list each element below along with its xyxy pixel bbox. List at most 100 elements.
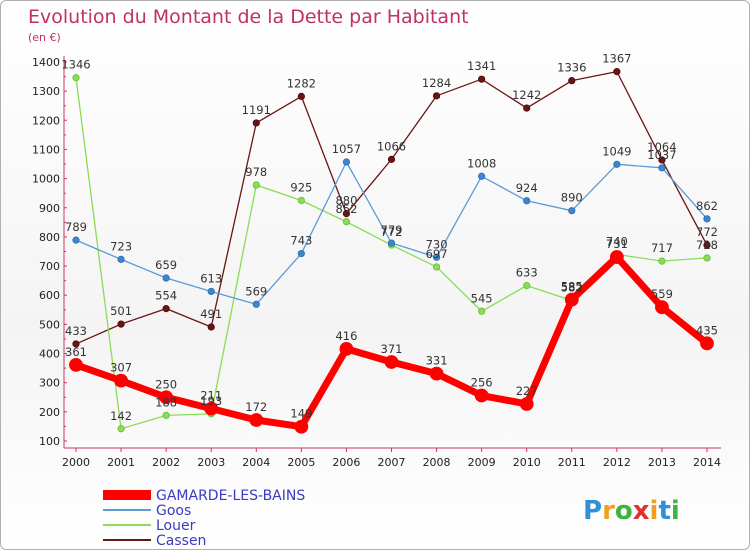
x-tick-label: 2000: [62, 456, 90, 469]
data-point-louer: [658, 257, 666, 265]
data-label-cassen: 1066: [377, 139, 406, 153]
data-point-louer: [703, 254, 711, 262]
data-label-gamarde-les-bains: 559: [651, 287, 673, 301]
data-label-cassen: 1341: [467, 59, 496, 73]
data-label-louer: 728: [696, 238, 718, 252]
data-label-goos: 789: [65, 220, 87, 234]
data-label-goos: 659: [155, 258, 177, 272]
y-tick-label: 1000: [32, 173, 60, 186]
y-tick-label: 1100: [32, 143, 60, 156]
data-point-cassen: [117, 320, 125, 328]
y-tick-label: 100: [39, 435, 60, 448]
series-points: [69, 68, 714, 434]
data-point-goos: [568, 207, 576, 215]
data-label-goos: 723: [110, 239, 132, 253]
data-point-louer: [297, 196, 305, 205]
x-tick-label: 2005: [287, 456, 315, 469]
data-point-gamarde-les-bains: [655, 300, 669, 315]
data-label-louer: 772: [381, 225, 403, 239]
data-point-cassen: [387, 155, 396, 163]
y-tick-label: 200: [39, 406, 60, 419]
data-label-louer: 142: [110, 409, 132, 423]
x-tick-label: 2009: [468, 456, 496, 469]
data-point-gamarde-les-bains: [249, 413, 264, 427]
data-label-cassen: 491: [200, 307, 222, 321]
x-tick-label: 2003: [197, 456, 225, 469]
data-point-louer: [252, 181, 260, 189]
y-tick-label: 900: [39, 202, 60, 215]
series-line-cassen: [75, 70, 708, 345]
data-label-gamarde-les-bains: 172: [245, 400, 267, 414]
data-point-gamarde-les-bains: [564, 292, 579, 307]
data-label-gamarde-les-bains: 416: [335, 329, 357, 343]
data-label-cassen: 1282: [287, 76, 316, 90]
logo-letter: i: [671, 496, 680, 526]
legend-label-cassen: Cassen: [156, 533, 206, 549]
data-label-goos: 613: [200, 271, 222, 285]
x-tick-label: 2001: [107, 456, 135, 469]
legend-label-louer: Louer: [156, 518, 196, 534]
data-label-goos: 1037: [647, 148, 676, 162]
data-point-gamarde-les-bains: [204, 401, 219, 416]
data-point-gamarde-les-bains: [114, 373, 128, 388]
data-point-goos: [342, 158, 351, 166]
x-tick-label: 2012: [603, 456, 631, 469]
data-label-gamarde-les-bains: 256: [471, 376, 493, 390]
data-label-cassen: 1336: [557, 61, 586, 75]
x-tick-label: 2008: [423, 456, 451, 469]
data-point-cassen: [478, 75, 486, 83]
data-label-goos: 779: [381, 223, 403, 237]
data-label-louer: 978: [245, 165, 267, 179]
data-label-louer: 188: [155, 395, 177, 409]
data-label-goos: 569: [245, 284, 267, 298]
data-point-louer: [478, 307, 486, 315]
data-point-cassen: [568, 77, 576, 85]
y-tick-label: 500: [39, 318, 60, 331]
data-label-louer: 633: [516, 266, 538, 280]
data-label-goos: 862: [696, 199, 718, 213]
y-tick-label: 600: [39, 289, 60, 302]
data-point-gamarde-les-bains: [700, 336, 714, 351]
x-tick-label: 2004: [242, 456, 270, 469]
data-label-cassen: 1191: [242, 103, 271, 117]
data-labels: 433 501 554 491 1191 1282 880 1066 1284 1341 1242 1…: [61, 52, 718, 423]
data-label-louer: 697: [426, 247, 448, 261]
data-label-gamarde-les-bains: 149: [290, 407, 312, 421]
data-point-cassen: [297, 92, 305, 101]
logo-letter: P: [583, 496, 602, 526]
data-point-goos: [658, 164, 666, 172]
data-label-cassen: 772: [696, 225, 718, 239]
data-label-louer: 717: [651, 241, 673, 255]
data-point-cassen: [523, 104, 531, 112]
data-point-goos: [162, 274, 170, 282]
data-label-gamarde-les-bains: 331: [426, 354, 448, 368]
data-label-cassen: 433: [65, 324, 87, 338]
y-tick-label: 1400: [32, 56, 60, 69]
data-label-cassen: 880: [335, 194, 357, 208]
y-tick-label: 300: [39, 377, 60, 390]
data-point-gamarde-les-bains: [429, 366, 444, 381]
data-label-louer: 582: [561, 280, 583, 294]
x-tick-label: 2011: [558, 456, 586, 469]
logo-letter: r: [602, 496, 615, 526]
proxiti-logo: Proxiti: [583, 496, 680, 526]
data-point-cassen: [658, 156, 666, 164]
x-tick-label: 2013: [648, 456, 676, 469]
data-point-goos: [207, 287, 215, 296]
data-label-louer: 740: [606, 234, 628, 248]
data-label-gamarde-les-bains: 435: [696, 323, 718, 337]
data-label-goos: 743: [290, 234, 312, 248]
data-label-louer: 193: [200, 394, 222, 408]
data-point-goos: [613, 160, 621, 168]
data-point-cassen: [432, 92, 441, 100]
data-point-cassen: [252, 119, 260, 127]
data-point-gamarde-les-bains: [519, 397, 534, 411]
y-tick-label: 1300: [32, 85, 60, 98]
data-label-gamarde-les-bains: 731: [606, 237, 628, 251]
data-label-cassen: 1284: [422, 76, 451, 90]
data-point-cassen: [703, 241, 711, 249]
x-tick-label: 2006: [332, 456, 360, 469]
legend-label-gamarde-les-bains: GAMARDE-LES-BAINS: [156, 488, 305, 504]
